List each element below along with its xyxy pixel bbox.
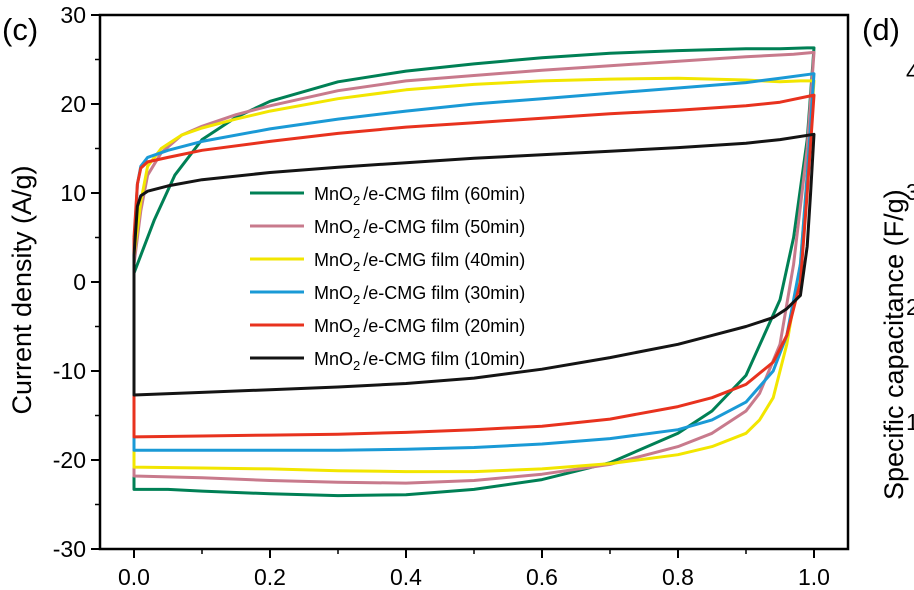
legend-label-5: MnO2/e-CMG film (10min) (314, 349, 525, 373)
x-tick-label: 0.2 (254, 564, 286, 590)
x-tick-label: 1.0 (798, 564, 830, 590)
legend-label-4: MnO2/e-CMG film (20min) (314, 316, 525, 340)
y-tick-label: 20 (60, 91, 86, 117)
next-panel-tick-fragment: 4 (906, 59, 914, 85)
panel-label: (c) (2, 12, 38, 47)
y-tick-label: -20 (53, 447, 86, 473)
y-tick-label: 30 (60, 2, 86, 28)
next-panel-label: (d) (862, 12, 900, 47)
x-tick-label: 0.8 (662, 564, 694, 590)
legend-label-1: MnO2/e-CMG film (50min) (314, 217, 525, 241)
y-tick-label: -10 (53, 358, 86, 384)
series-line-4 (132, 93, 816, 439)
next-panel-tick-fragment: 3 (906, 179, 914, 205)
x-tick-label: 0.6 (526, 564, 558, 590)
x-tick-label: 0.4 (390, 564, 422, 590)
next-panel-y-axis-title: Specific capacitance (F/g) (879, 189, 909, 500)
series-line-1 (132, 50, 816, 485)
legend: MnO2/e-CMG film (60min) MnO2/e-CMG film (… (250, 184, 525, 373)
y-tick-label: 0 (73, 269, 86, 295)
y-axis-title: Current density (A/g) (7, 165, 37, 414)
series-line-5 (132, 132, 816, 397)
legend-label-0: MnO2/e-CMG film (60min) (314, 184, 525, 208)
next-panel-tick-fragment: 1 (906, 409, 914, 435)
series-layer (132, 46, 816, 498)
x-tick-label: 0.0 (118, 564, 150, 590)
legend-label-2: MnO2/e-CMG film (40min) (314, 250, 525, 274)
axis-layer: 0.0 0.2 0.4 0.6 0.8 1.0 -30 -20 -10 0 10 20 30 4 3 2 1 (53, 2, 914, 590)
y-tick-label: 10 (60, 180, 86, 206)
y-tick-label: -30 (53, 536, 86, 562)
legend-label-3: MnO2/e-CMG film (30min) (314, 283, 525, 307)
next-panel-tick-fragment: 2 (906, 294, 914, 320)
